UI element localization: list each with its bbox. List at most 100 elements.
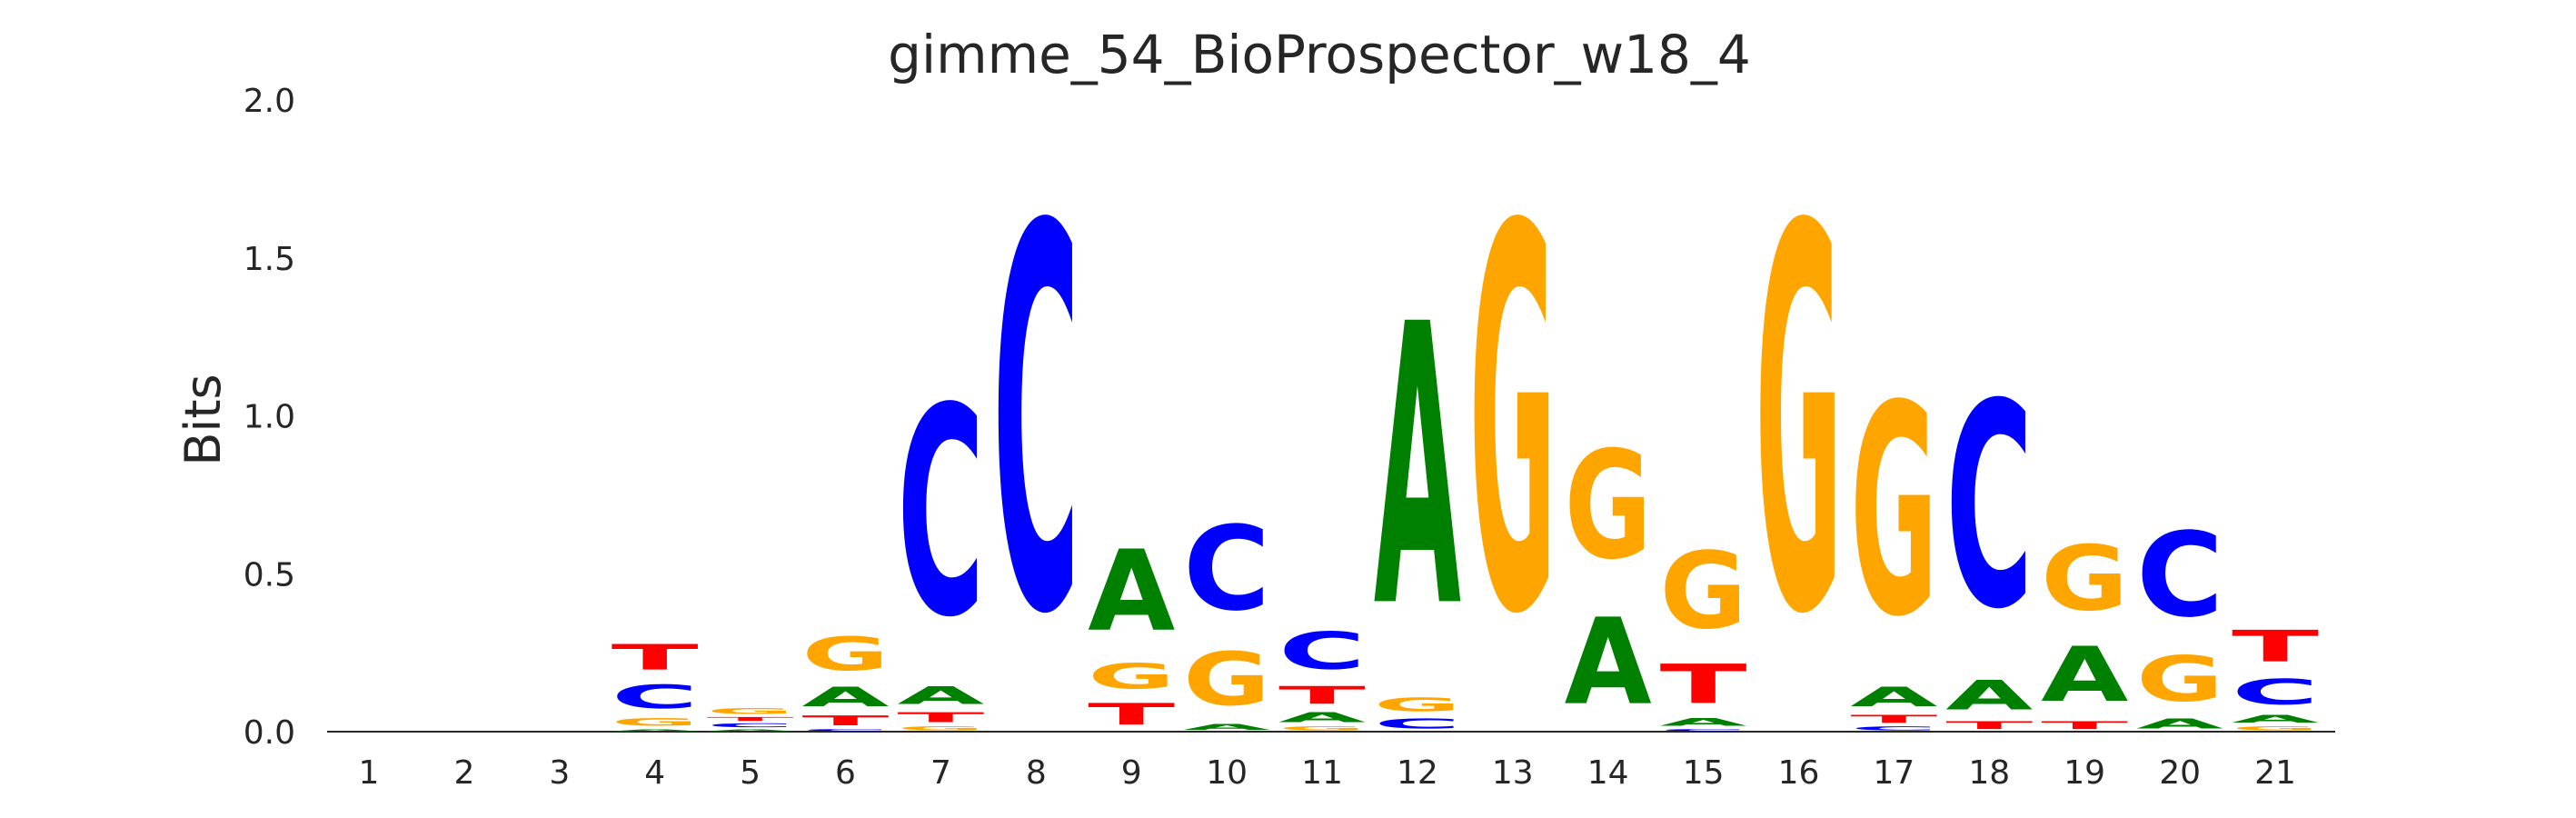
logo-letter-T-pos-5: T xyxy=(707,716,794,723)
logo-letter-C-pos-4: C xyxy=(612,678,699,716)
x-tick-label: 14 xyxy=(1587,754,1629,792)
x-tick-label: 2 xyxy=(453,754,474,792)
logo-letter-A-pos-10: A xyxy=(1183,723,1270,732)
logo-letter-G-pos-9: G xyxy=(1088,656,1175,697)
logo-letter-T-pos-6: T xyxy=(802,713,890,728)
logo-letter-T-pos-19: T xyxy=(2041,719,2128,732)
logo-letter-C-pos-18: C xyxy=(1945,344,2033,670)
logo-letter-C-pos-8: C xyxy=(992,117,1079,731)
logo-letter-C-pos-11: C xyxy=(1278,622,1366,682)
logo-letter-C-pos-7: C xyxy=(897,346,984,680)
x-tick-label: 5 xyxy=(740,754,761,792)
logo-letter-T-pos-18: T xyxy=(1945,719,2033,732)
x-tick-label: 4 xyxy=(644,754,665,792)
logo-letter-T-pos-17: T xyxy=(1850,713,1937,725)
x-tick-label: 21 xyxy=(2254,754,2296,792)
logo-letter-G-pos-6: G xyxy=(802,628,890,682)
logo-stack-20: AGC xyxy=(2136,508,2223,731)
logo-letter-A-pos-12: A xyxy=(1374,244,1462,693)
logo-stack-16: G xyxy=(1755,116,1843,730)
logo-letter-C-pos-6: C xyxy=(802,729,890,732)
y-axis-ticks: 0.0 0.5 1.0 1.5 2.0 xyxy=(244,83,295,752)
logo-letter-G-pos-5: G xyxy=(707,706,794,715)
logo-letter-G-pos-20: G xyxy=(2136,643,2223,716)
x-tick-label: 10 xyxy=(1206,754,1248,792)
logo-letter-T-pos-11: T xyxy=(1278,681,1366,709)
logo-letter-C-pos-21: C xyxy=(2232,672,2319,713)
x-tick-label: 12 xyxy=(1397,754,1438,792)
logo-stack-8: C xyxy=(992,117,1079,731)
x-tick-label: 8 xyxy=(1026,754,1047,792)
x-tick-label: 16 xyxy=(1778,754,1820,792)
logo-letter-A-pos-18: A xyxy=(1945,672,2033,719)
logo-letter-T-pos-15: T xyxy=(1660,653,1747,716)
logo-letter-G-pos-12: G xyxy=(1374,693,1461,715)
chart-title: gimme_54_BioProspector_w18_4 xyxy=(888,24,1751,85)
logo-letter-A-pos-6: A xyxy=(802,682,890,713)
y-tick-label: 0.0 xyxy=(244,714,295,752)
x-tick-label: 7 xyxy=(930,754,951,792)
logo-letter-A-pos-21: A xyxy=(2232,713,2319,725)
x-tick-label: 3 xyxy=(549,754,570,792)
logo-letter-T-pos-7: T xyxy=(897,710,984,725)
logo-letter-C-pos-10: C xyxy=(1183,503,1270,637)
x-tick-label: 13 xyxy=(1492,754,1534,792)
y-tick-label: 0.5 xyxy=(244,556,295,594)
logo-stack-12: CGA xyxy=(1374,244,1462,732)
logo-letter-C-pos-5: C xyxy=(707,723,794,729)
logo-letter-G-pos-7: G xyxy=(897,725,984,732)
logo-letter-G-pos-13: G xyxy=(1469,116,1557,730)
logo-letter-A-pos-15: A xyxy=(1660,716,1747,729)
logo-letter-T-pos-9: T xyxy=(1088,697,1175,732)
logo-letter-G-pos-17: G xyxy=(1850,345,1937,681)
x-tick-label: 6 xyxy=(835,754,856,792)
logo-letter-G-pos-14: G xyxy=(1565,419,1652,593)
x-tick-label: 20 xyxy=(2159,754,2201,792)
x-tick-label: 17 xyxy=(1873,754,1915,792)
logo-letter-G-pos-11: G xyxy=(1278,725,1366,732)
logo-letter-G-pos-15: G xyxy=(1660,531,1747,653)
logo-letter-A-pos-14: A xyxy=(1565,594,1652,733)
x-tick-label: 11 xyxy=(1301,754,1343,792)
logo-stack-14: AG xyxy=(1565,419,1652,732)
logo-letter-G-pos-4: G xyxy=(612,716,699,729)
logo-letter-A-pos-4: A xyxy=(612,729,699,732)
logo-letter-C-pos-20: C xyxy=(2136,508,2223,643)
logo-letter-G-pos-10: G xyxy=(1183,637,1270,723)
logo-letter-C-pos-12: C xyxy=(1374,716,1461,732)
logo-letter-G-pos-21: G xyxy=(2232,725,2319,732)
logo-stack-19: TAG xyxy=(2041,527,2128,732)
logo-stack-10: AGC xyxy=(1183,503,1270,732)
logo-letter-A-pos-17: A xyxy=(1850,682,1937,713)
x-tick-label: 18 xyxy=(1968,754,2010,792)
logo-letter-C-pos-15: C xyxy=(1660,729,1747,732)
x-axis-ticks: 1 2 3 4 5 6 7 8 9 10 11 12 13 14 15 16 17 18 19 20 21 xyxy=(359,754,2296,792)
logo-letter-T-pos-21: T xyxy=(2232,622,2319,672)
logo-letter-T-pos-4: T xyxy=(612,637,699,678)
x-tick-label: 19 xyxy=(2064,754,2105,792)
x-tick-label: 9 xyxy=(1121,754,1142,792)
logo-letter-A-pos-20: A xyxy=(2136,716,2223,732)
logo-stack-9: TGA xyxy=(1088,526,1175,732)
logo-letter-A-pos-9: A xyxy=(1088,526,1175,655)
logo-letter-G-pos-16: G xyxy=(1755,116,1843,730)
logo-letter-A-pos-7: A xyxy=(897,682,984,710)
logo-stack-13: G xyxy=(1469,116,1557,730)
y-tick-label: 1.0 xyxy=(244,399,295,436)
logo-stack-18: TAC xyxy=(1945,344,2033,732)
y-tick-label: 2.0 xyxy=(244,83,295,120)
y-axis-label: Bits xyxy=(174,374,232,465)
x-tick-label: 1 xyxy=(359,754,380,792)
logo-letter-A-pos-11: A xyxy=(1278,710,1366,725)
logo-letter-G-pos-19: G xyxy=(2041,527,2128,631)
